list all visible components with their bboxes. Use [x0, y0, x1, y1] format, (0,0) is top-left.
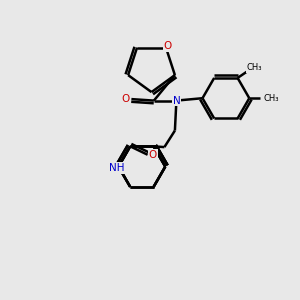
- Text: O: O: [149, 150, 157, 160]
- Text: CH₃: CH₃: [246, 63, 262, 72]
- Text: N: N: [172, 96, 180, 106]
- Text: O: O: [122, 94, 130, 104]
- Text: NH: NH: [109, 163, 125, 173]
- Text: O: O: [163, 41, 172, 51]
- Text: CH₃: CH₃: [263, 94, 279, 103]
